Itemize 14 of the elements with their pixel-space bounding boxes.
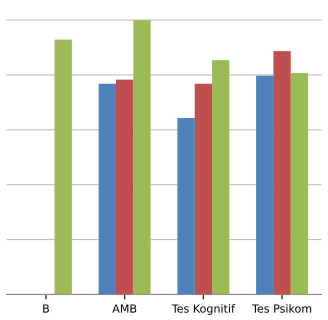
x-tick-label: AMB — [112, 304, 136, 313]
bar — [177, 118, 195, 294]
bar — [194, 84, 212, 294]
x-tick-label: Tes Psikom — [252, 304, 312, 313]
bar — [256, 76, 274, 294]
bar — [116, 80, 134, 294]
bar — [212, 60, 230, 294]
bar — [54, 40, 72, 294]
bar — [98, 84, 116, 294]
bar — [290, 73, 308, 294]
bar — [133, 20, 151, 294]
bar — [273, 51, 291, 294]
x-tick-label: Tes Kognitif — [172, 304, 236, 315]
x-tick-label: B — [43, 304, 49, 313]
